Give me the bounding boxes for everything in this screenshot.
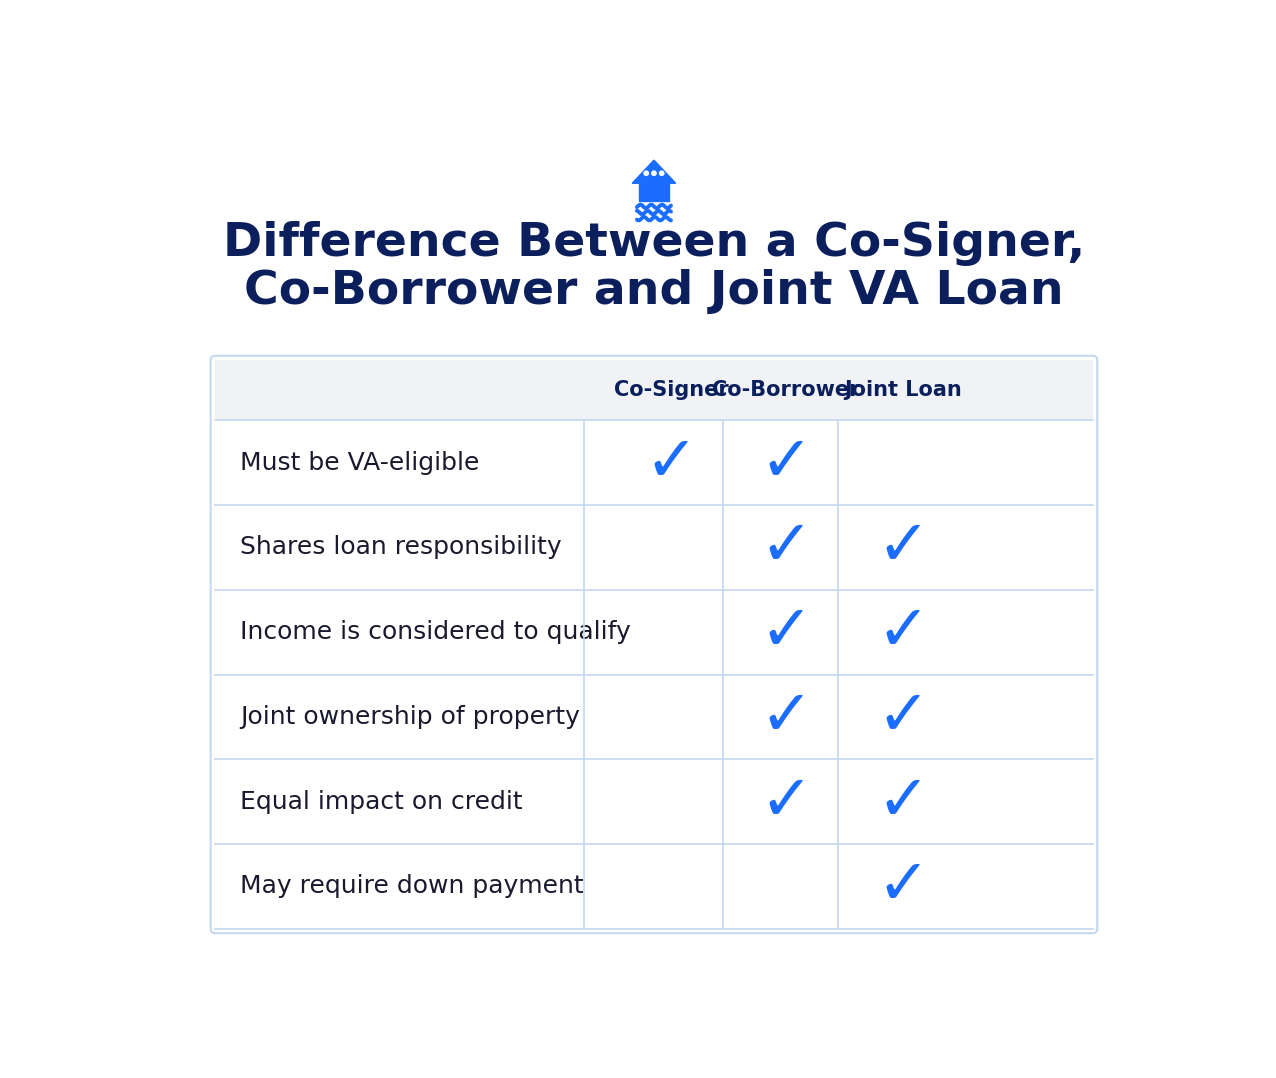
Circle shape (652, 171, 656, 176)
Text: ✓: ✓ (877, 602, 930, 663)
Text: Shares loan responsibility: Shares loan responsibility (240, 536, 561, 559)
Bar (639, 182, 669, 201)
Text: Equal impact on credit: Equal impact on credit (240, 789, 523, 814)
Text: Co-Borrower: Co-Borrower (712, 381, 860, 400)
Text: Co-Borrower and Joint VA Loan: Co-Borrower and Joint VA Loan (244, 268, 1064, 314)
Text: ✓: ✓ (877, 686, 930, 748)
Text: ✓: ✓ (644, 432, 698, 494)
Text: ✓: ✓ (759, 771, 813, 832)
Text: ✓: ✓ (759, 516, 813, 579)
Text: ✓: ✓ (759, 602, 813, 663)
Polygon shape (632, 161, 676, 183)
Text: Difference Between a Co-Signer,: Difference Between a Co-Signer, (223, 221, 1085, 266)
Circle shape (660, 171, 664, 176)
Bar (216, 420, 1092, 928)
Text: ✓: ✓ (877, 771, 930, 832)
Text: May require down payment: May require down payment (240, 874, 583, 898)
Text: Income is considered to qualify: Income is considered to qualify (240, 620, 630, 645)
Circle shape (644, 171, 648, 176)
Text: Must be VA-eligible: Must be VA-eligible (240, 451, 480, 474)
Bar (216, 360, 1092, 420)
Text: ✓: ✓ (877, 516, 930, 579)
Text: ✓: ✓ (759, 686, 813, 748)
Text: ✓: ✓ (877, 855, 930, 917)
Text: Co-Signer: Co-Signer (614, 381, 729, 400)
Text: ✓: ✓ (759, 432, 813, 494)
Text: Joint ownership of property: Joint ownership of property (240, 705, 581, 729)
Text: Joint Loan: Joint Loan (845, 381, 962, 400)
